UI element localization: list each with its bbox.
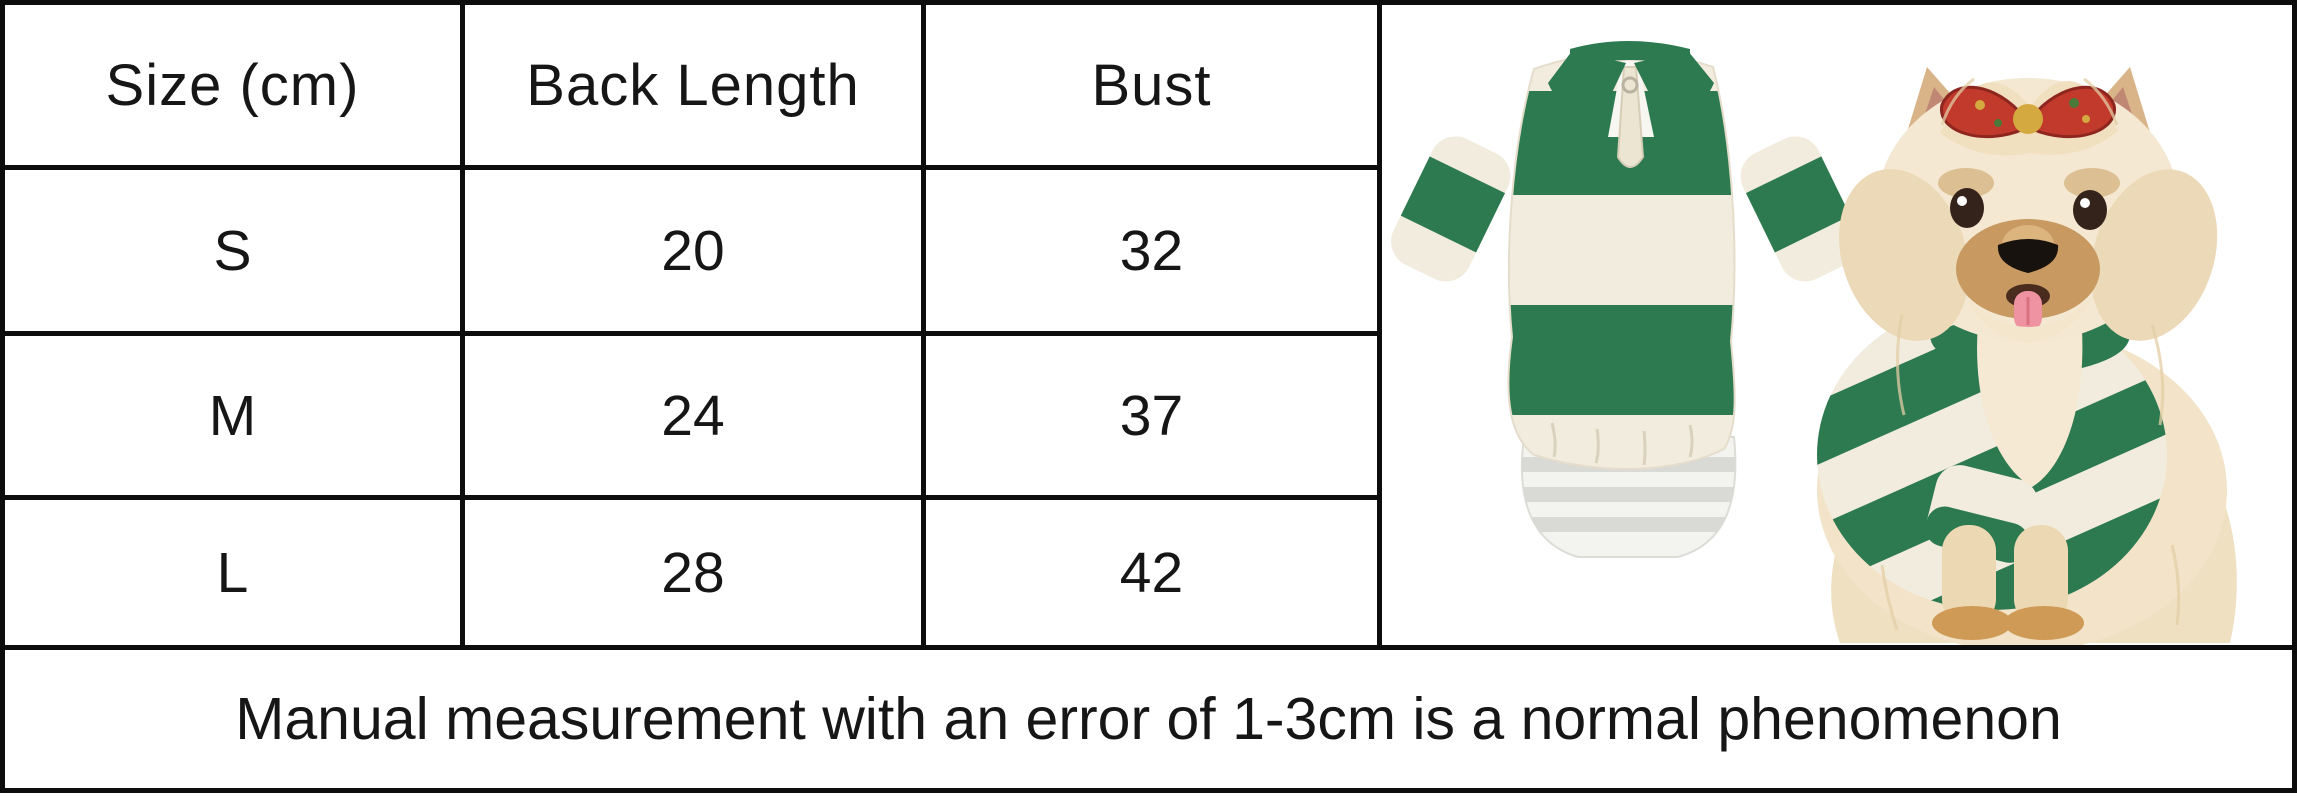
shirt-collar xyxy=(1548,41,1714,131)
shirt-torso-stripes xyxy=(1508,52,1735,470)
dog-cheek-fur-left xyxy=(1839,169,1969,341)
dog-polo-illustration xyxy=(1382,5,2292,645)
undershirt-hem xyxy=(1520,436,1737,558)
row-l-back-length: 28 xyxy=(465,500,921,645)
row-m-bust: 37 xyxy=(926,336,1377,495)
polo-shirt-product-illustration xyxy=(1382,41,1869,558)
dog-chest-fur xyxy=(1977,305,2083,487)
dog-right-eye xyxy=(2073,190,2107,230)
hair-bow xyxy=(1940,85,2116,139)
measurement-note: Manual measurement with an error of 1-3c… xyxy=(5,650,2292,788)
row-s-bust: 32 xyxy=(926,170,1377,331)
header-bust: Bust xyxy=(926,5,1377,165)
row-l-size: L xyxy=(5,500,460,645)
dog-cheek-fur-right xyxy=(2090,169,2218,341)
dog-left-eye xyxy=(1950,188,1984,228)
dog-beard-fur xyxy=(1966,297,2092,343)
header-back-length: Back Length xyxy=(465,5,921,165)
shirt-right-sleeve xyxy=(1731,127,1869,291)
row-l-bust: 42 xyxy=(926,500,1377,645)
dog-nose xyxy=(1997,239,2059,273)
dog-face xyxy=(1938,168,2120,343)
row-m-back-length: 24 xyxy=(465,336,921,495)
header-size: Size (cm) xyxy=(5,5,460,165)
shirt-left-sleeve xyxy=(1382,127,1520,291)
row-m-size: M xyxy=(5,336,460,495)
row-s-back-length: 20 xyxy=(465,170,921,331)
shirt-outline xyxy=(1507,52,1736,471)
fur-texture xyxy=(1880,77,2181,631)
product-photo xyxy=(1382,5,2292,645)
yorkie-dog-illustration xyxy=(1817,67,2237,645)
dog-front-legs xyxy=(1932,525,2084,640)
shirt-tie xyxy=(1616,66,1645,168)
row-s-size: S xyxy=(5,170,460,331)
